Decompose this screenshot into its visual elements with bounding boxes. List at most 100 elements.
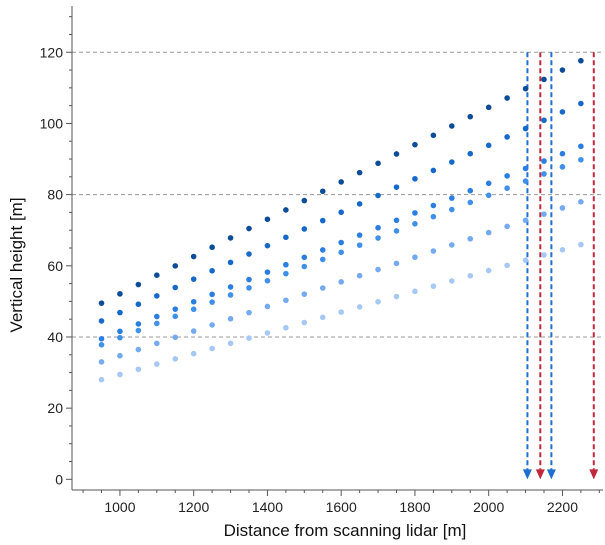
data-point <box>375 224 381 231</box>
data-point <box>504 223 510 230</box>
data-point <box>559 67 566 73</box>
reference-lines <box>72 51 603 338</box>
data-point <box>430 202 437 209</box>
data-point <box>522 217 529 224</box>
data-point <box>190 253 197 260</box>
data-point <box>467 113 474 120</box>
data-point <box>209 267 215 274</box>
data-point <box>578 57 584 64</box>
y-tick-label: 20 <box>47 400 63 416</box>
data-point <box>559 109 566 115</box>
data-point <box>467 272 474 279</box>
data-point <box>541 158 547 164</box>
x-tick-label: 1000 <box>104 499 135 515</box>
data-point <box>319 217 326 224</box>
data-point <box>485 180 492 187</box>
data-point <box>283 297 289 304</box>
data-point <box>356 304 363 310</box>
y-tick-label: 80 <box>47 187 63 203</box>
data-point <box>172 306 179 312</box>
data-point <box>485 229 492 236</box>
data-point <box>135 327 142 334</box>
data-point <box>338 239 344 246</box>
data-point <box>485 192 492 199</box>
data-point <box>430 167 437 174</box>
data-point <box>356 242 363 248</box>
data-point <box>246 225 252 232</box>
data-point <box>190 350 197 357</box>
data-point <box>578 143 584 150</box>
data-point <box>301 226 308 232</box>
data-point <box>98 318 105 324</box>
data-point <box>559 246 566 253</box>
data-point <box>504 185 510 192</box>
data-point <box>135 346 142 353</box>
x-axis-title: Distance from scanning lidar [m] <box>224 521 467 540</box>
data-point <box>578 100 584 107</box>
arrow-head-0 <box>522 469 532 480</box>
data-point <box>485 267 492 274</box>
data-point <box>227 340 234 347</box>
data-point <box>264 277 271 284</box>
data-point <box>504 134 510 140</box>
data-point <box>246 251 252 257</box>
data-point <box>264 269 271 275</box>
data-point <box>412 288 418 295</box>
data-point <box>522 85 529 92</box>
data-point <box>227 315 234 322</box>
data-point <box>98 335 105 342</box>
arrow-head-2 <box>546 469 556 480</box>
data-point <box>467 187 474 194</box>
data-point <box>209 299 215 305</box>
data-point <box>319 188 326 195</box>
data-point <box>209 345 215 352</box>
data-point <box>172 313 179 320</box>
data-point <box>541 211 547 217</box>
x-tick-label: 2200 <box>547 499 578 515</box>
data-point <box>319 314 326 321</box>
data-point <box>338 249 344 256</box>
data-point <box>541 76 547 83</box>
x-tick-label: 1200 <box>178 499 209 515</box>
data-point <box>578 199 584 205</box>
data-point <box>172 284 179 291</box>
data-point <box>117 309 123 316</box>
data-point <box>578 241 584 248</box>
data-point <box>412 141 418 148</box>
data-point <box>283 270 289 277</box>
data-point <box>154 361 160 367</box>
data-point <box>393 217 400 224</box>
arrow-head-3 <box>589 469 599 480</box>
data-point <box>190 298 197 305</box>
x-tick-label: 1800 <box>399 499 430 515</box>
data-point <box>559 164 566 170</box>
data-point <box>246 276 252 283</box>
data-point <box>375 266 381 273</box>
data-point <box>135 281 142 288</box>
data-point <box>504 262 510 269</box>
data-points <box>98 57 584 383</box>
data-point <box>209 322 215 328</box>
data-point <box>246 285 252 291</box>
data-point <box>98 376 105 383</box>
data-point <box>319 247 326 253</box>
arrow-head-1 <box>535 469 545 480</box>
data-point <box>98 342 105 348</box>
data-point <box>301 197 308 204</box>
data-point <box>172 263 179 269</box>
data-point <box>338 279 344 285</box>
data-point <box>154 293 160 299</box>
data-point <box>172 356 179 362</box>
data-point <box>393 184 400 190</box>
data-point <box>522 125 529 132</box>
y-tick-label: 120 <box>40 44 64 60</box>
data-point <box>467 150 474 157</box>
data-point <box>412 221 418 227</box>
data-point <box>393 293 400 300</box>
data-point <box>117 352 123 359</box>
data-point <box>356 232 363 238</box>
data-point <box>264 330 271 336</box>
data-point <box>283 207 289 213</box>
data-point <box>135 301 142 308</box>
